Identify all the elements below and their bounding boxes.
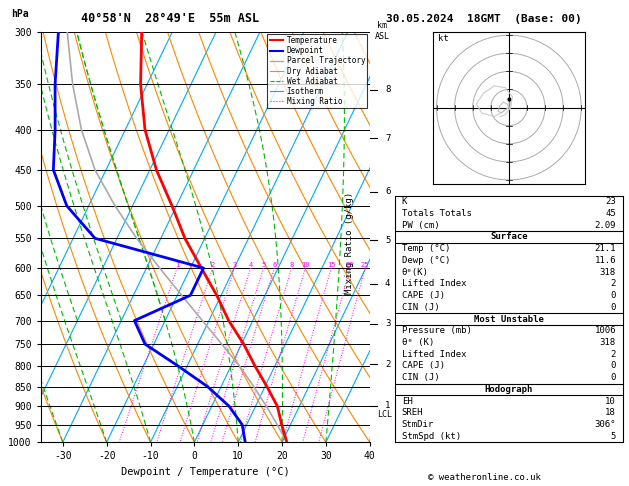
- Text: StmSpd (kt): StmSpd (kt): [402, 432, 461, 441]
- Text: 21.1: 21.1: [594, 244, 616, 253]
- Text: 45: 45: [605, 209, 616, 218]
- Text: 25: 25: [361, 262, 369, 268]
- Text: 8: 8: [289, 262, 294, 268]
- Text: © weatheronline.co.uk: © weatheronline.co.uk: [428, 473, 541, 482]
- Text: CIN (J): CIN (J): [402, 303, 440, 312]
- Text: 3: 3: [232, 262, 237, 268]
- Text: LCL: LCL: [377, 411, 392, 419]
- Text: Temp (°C): Temp (°C): [402, 244, 450, 253]
- Text: 11.6: 11.6: [594, 256, 616, 265]
- Text: EH: EH: [402, 397, 413, 406]
- Text: CAPE (J): CAPE (J): [402, 362, 445, 370]
- Text: θᵉ (K): θᵉ (K): [402, 338, 434, 347]
- Text: CIN (J): CIN (J): [402, 373, 440, 382]
- Text: 1: 1: [175, 262, 179, 268]
- Text: 318: 318: [600, 268, 616, 277]
- Text: km
ASL: km ASL: [375, 21, 390, 41]
- Text: CAPE (J): CAPE (J): [402, 291, 445, 300]
- Text: 1006: 1006: [594, 326, 616, 335]
- Legend: Temperature, Dewpoint, Parcel Trajectory, Dry Adiabat, Wet Adiabat, Isotherm, Mi: Temperature, Dewpoint, Parcel Trajectory…: [267, 34, 367, 108]
- Text: 0: 0: [611, 303, 616, 312]
- Text: 0: 0: [611, 291, 616, 300]
- Text: 10: 10: [301, 262, 309, 268]
- Text: Totals Totals: Totals Totals: [402, 209, 472, 218]
- Text: 318: 318: [600, 338, 616, 347]
- Text: StmDir: StmDir: [402, 420, 434, 429]
- Text: PW (cm): PW (cm): [402, 221, 440, 230]
- Text: Lifted Index: Lifted Index: [402, 279, 466, 288]
- Text: Lifted Index: Lifted Index: [402, 350, 466, 359]
- Text: 18: 18: [605, 408, 616, 417]
- Text: Dewp (°C): Dewp (°C): [402, 256, 450, 265]
- Text: Mixing Ratio (g/kg): Mixing Ratio (g/kg): [345, 192, 353, 294]
- Text: SREH: SREH: [402, 408, 423, 417]
- Text: θᵉ(K): θᵉ(K): [402, 268, 429, 277]
- Text: K: K: [402, 197, 407, 206]
- Text: 30.05.2024  18GMT  (Base: 00): 30.05.2024 18GMT (Base: 00): [386, 14, 582, 24]
- Text: 3: 3: [385, 319, 391, 328]
- Text: hPa: hPa: [11, 9, 29, 19]
- X-axis label: Dewpoint / Temperature (°C): Dewpoint / Temperature (°C): [121, 467, 290, 477]
- Text: 10: 10: [605, 397, 616, 406]
- Text: Pressure (mb): Pressure (mb): [402, 326, 472, 335]
- Text: 0: 0: [611, 362, 616, 370]
- Text: 15: 15: [327, 262, 335, 268]
- Text: 306°: 306°: [594, 420, 616, 429]
- Text: Surface: Surface: [490, 232, 528, 242]
- Text: Most Unstable: Most Unstable: [474, 314, 544, 324]
- Text: 5: 5: [385, 236, 391, 244]
- Text: 6: 6: [385, 188, 391, 196]
- Text: 7: 7: [385, 134, 391, 142]
- Text: kt: kt: [438, 34, 449, 43]
- Text: 2: 2: [611, 350, 616, 359]
- Text: 2.09: 2.09: [594, 221, 616, 230]
- Text: 4: 4: [248, 262, 253, 268]
- Text: 0: 0: [611, 373, 616, 382]
- Text: 20: 20: [346, 262, 354, 268]
- Text: 1: 1: [385, 401, 391, 410]
- Text: 5: 5: [611, 432, 616, 441]
- Text: 8: 8: [385, 86, 391, 94]
- Text: Hodograph: Hodograph: [485, 385, 533, 394]
- Text: 2: 2: [385, 360, 391, 369]
- Text: 23: 23: [605, 197, 616, 206]
- Text: 2: 2: [210, 262, 214, 268]
- Text: 4: 4: [385, 279, 391, 288]
- Text: 6: 6: [272, 262, 276, 268]
- Text: 5: 5: [262, 262, 265, 268]
- Text: 2: 2: [611, 279, 616, 288]
- Text: 40°58'N  28°49'E  55m ASL: 40°58'N 28°49'E 55m ASL: [81, 12, 259, 25]
